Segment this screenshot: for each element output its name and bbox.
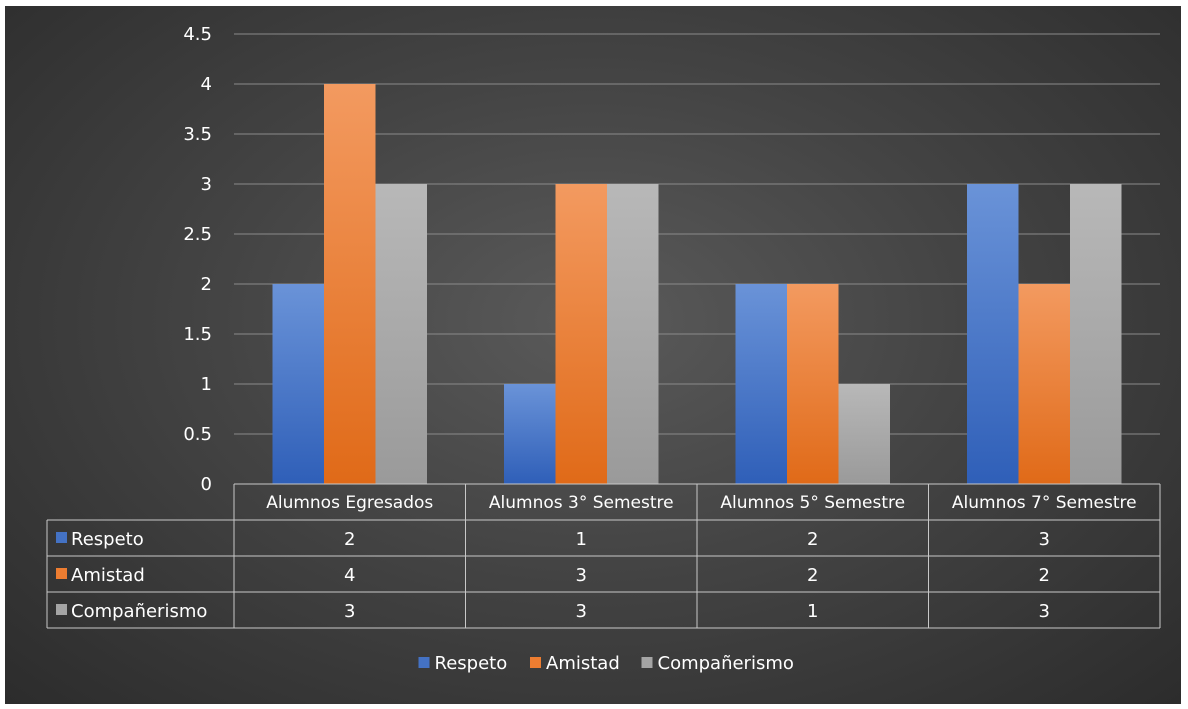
legend-key-respeto — [56, 532, 67, 543]
bar-compañerismo — [1070, 184, 1122, 484]
legend-label: Amistad — [546, 653, 620, 674]
y-tick-label: 0.5 — [183, 424, 212, 445]
bar-compañerismo — [838, 384, 890, 484]
table-cell-value: 1 — [576, 529, 587, 550]
table-cell-value: 3 — [1039, 529, 1050, 550]
table-cell-value: 2 — [344, 529, 355, 550]
category-label: Alumnos 5° Semestre — [720, 493, 905, 513]
y-tick-label: 0 — [201, 474, 212, 495]
legend-swatch-compañerismo — [641, 657, 653, 668]
table-cell-value: 3 — [576, 565, 587, 586]
legend-key-amistad — [56, 568, 67, 579]
y-tick-label: 4 — [201, 74, 212, 95]
bar-chart: 0 0.5 1 1.5 2 2.5 3 3.5 4 4.5 Alumnos Egresados Alu… — [46, 24, 1161, 674]
y-tick-label: 3.5 — [183, 124, 212, 145]
table-cell-value: 2 — [807, 529, 818, 550]
chart-area: 0 0.5 1 1.5 2 2.5 3 3.5 4 4.5 Alumnos Egresados Alu… — [5, 6, 1181, 704]
y-tick-label: 2.5 — [183, 224, 212, 245]
category-label: Alumnos Egresados — [266, 493, 433, 513]
bar-amistad — [555, 184, 607, 484]
legend-key-compañerismo — [56, 604, 67, 615]
y-tick-label: 1.5 — [183, 324, 212, 345]
category-label: Alumnos 3° Semestre — [489, 493, 674, 513]
bar-amistad — [787, 284, 839, 484]
legend-label: Respeto — [435, 653, 508, 674]
table-cell-value: 2 — [1039, 565, 1050, 586]
bar-compañerismo — [607, 184, 659, 484]
table-row-label: Compañerismo — [71, 601, 207, 622]
category-label: Alumnos 7° Semestre — [952, 493, 1137, 513]
table-row-label: Respeto — [71, 529, 144, 550]
bar-respeto — [967, 184, 1019, 484]
table-cell-value: 3 — [344, 601, 355, 622]
table-cell-value: 1 — [807, 601, 818, 622]
table-cell-value: 3 — [576, 601, 587, 622]
bar-amistad — [324, 84, 376, 484]
table-cell-value: 2 — [807, 565, 818, 586]
y-tick-label: 3 — [201, 174, 212, 195]
bar-respeto — [735, 284, 787, 484]
y-tick-label: 1 — [201, 374, 212, 395]
legend-swatch-amistad — [530, 657, 541, 668]
y-tick-label: 4.5 — [183, 24, 212, 45]
bar-respeto — [272, 284, 324, 484]
y-tick-label: 2 — [201, 274, 212, 295]
bar-compañerismo — [375, 184, 427, 484]
table-cell-value: 4 — [344, 565, 355, 586]
legend-swatch-respeto — [418, 657, 430, 668]
bar-amistad — [1018, 284, 1070, 484]
legend-label: Compañerismo — [658, 653, 794, 674]
bar-respeto — [504, 384, 556, 484]
table-cell-value: 3 — [1039, 601, 1050, 622]
table-row-label: Amistad — [71, 565, 145, 586]
